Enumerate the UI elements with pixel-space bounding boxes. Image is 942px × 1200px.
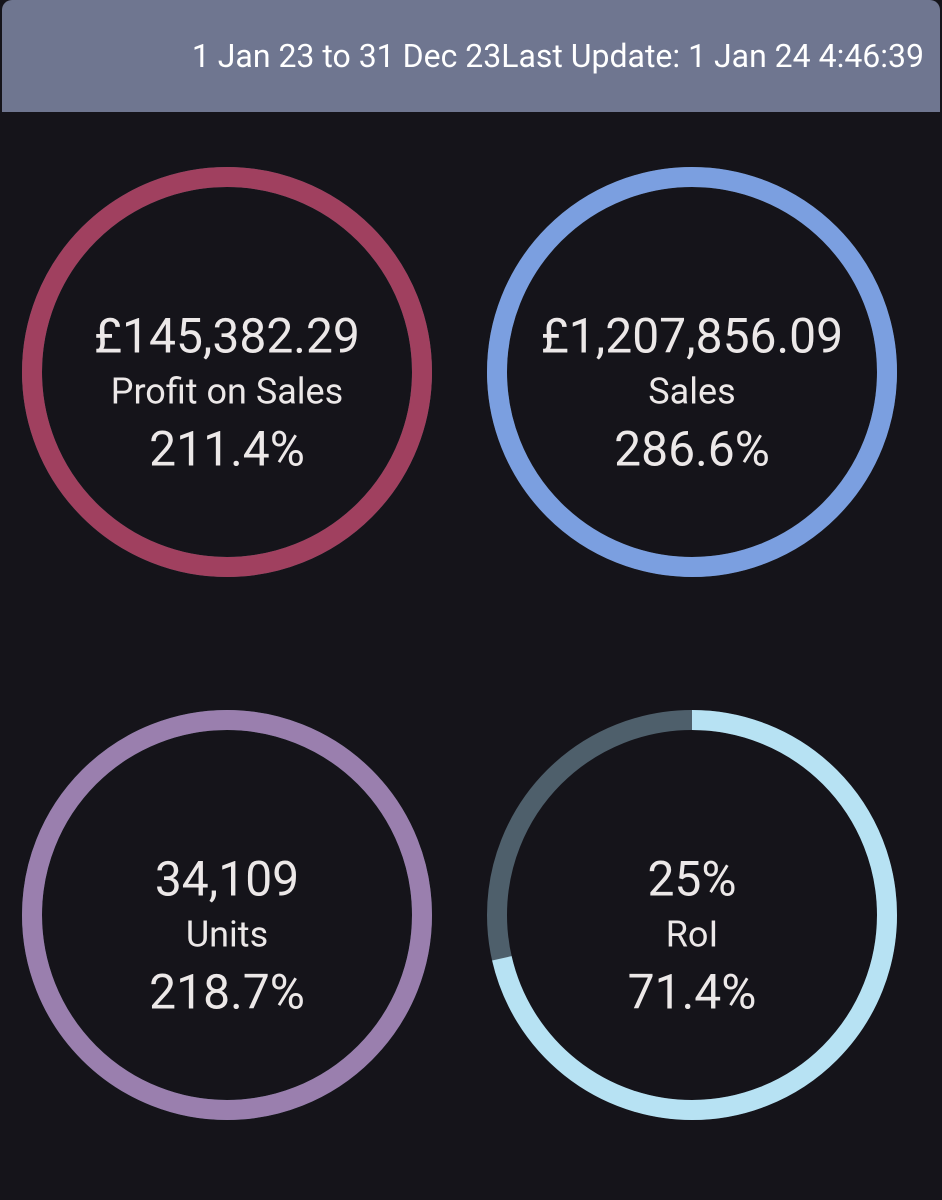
gauge-arc <box>22 167 432 577</box>
gauge-value: £145,382.29 <box>94 308 360 365</box>
gauge-percent: 211.4% <box>149 421 305 478</box>
gauge-label: RoI <box>666 914 719 956</box>
gauge-arc <box>487 167 897 577</box>
gauge-panel: £145,382.29 Profit on Sales 211.4% £1,207,8… <box>22 167 897 1120</box>
date-range: 1 Jan 23 to 31 Dec 23 <box>191 37 502 75</box>
last-update: Last Update: 1 Jan 24 4:46:39 <box>501 37 924 75</box>
gauge-value: £1,207,856.09 <box>541 308 843 365</box>
gauge-value: 34,109 <box>155 851 299 908</box>
gauge-label: Sales <box>648 371 735 413</box>
gauge-percent: 218.7% <box>149 964 305 1021</box>
gauge-arc <box>487 710 897 1120</box>
gauge-percent: 71.4% <box>628 964 757 1021</box>
header: 1 Jan 23 to 31 Dec 23 Last Update: 1 Jan … <box>2 0 940 112</box>
gauge-arc <box>22 710 432 1120</box>
gauge-percent: 286.6% <box>614 421 770 478</box>
gauge-label: Units <box>186 914 268 956</box>
gauge-label: Profit on Sales <box>111 371 343 413</box>
gauge-value: 25% <box>647 851 736 908</box>
